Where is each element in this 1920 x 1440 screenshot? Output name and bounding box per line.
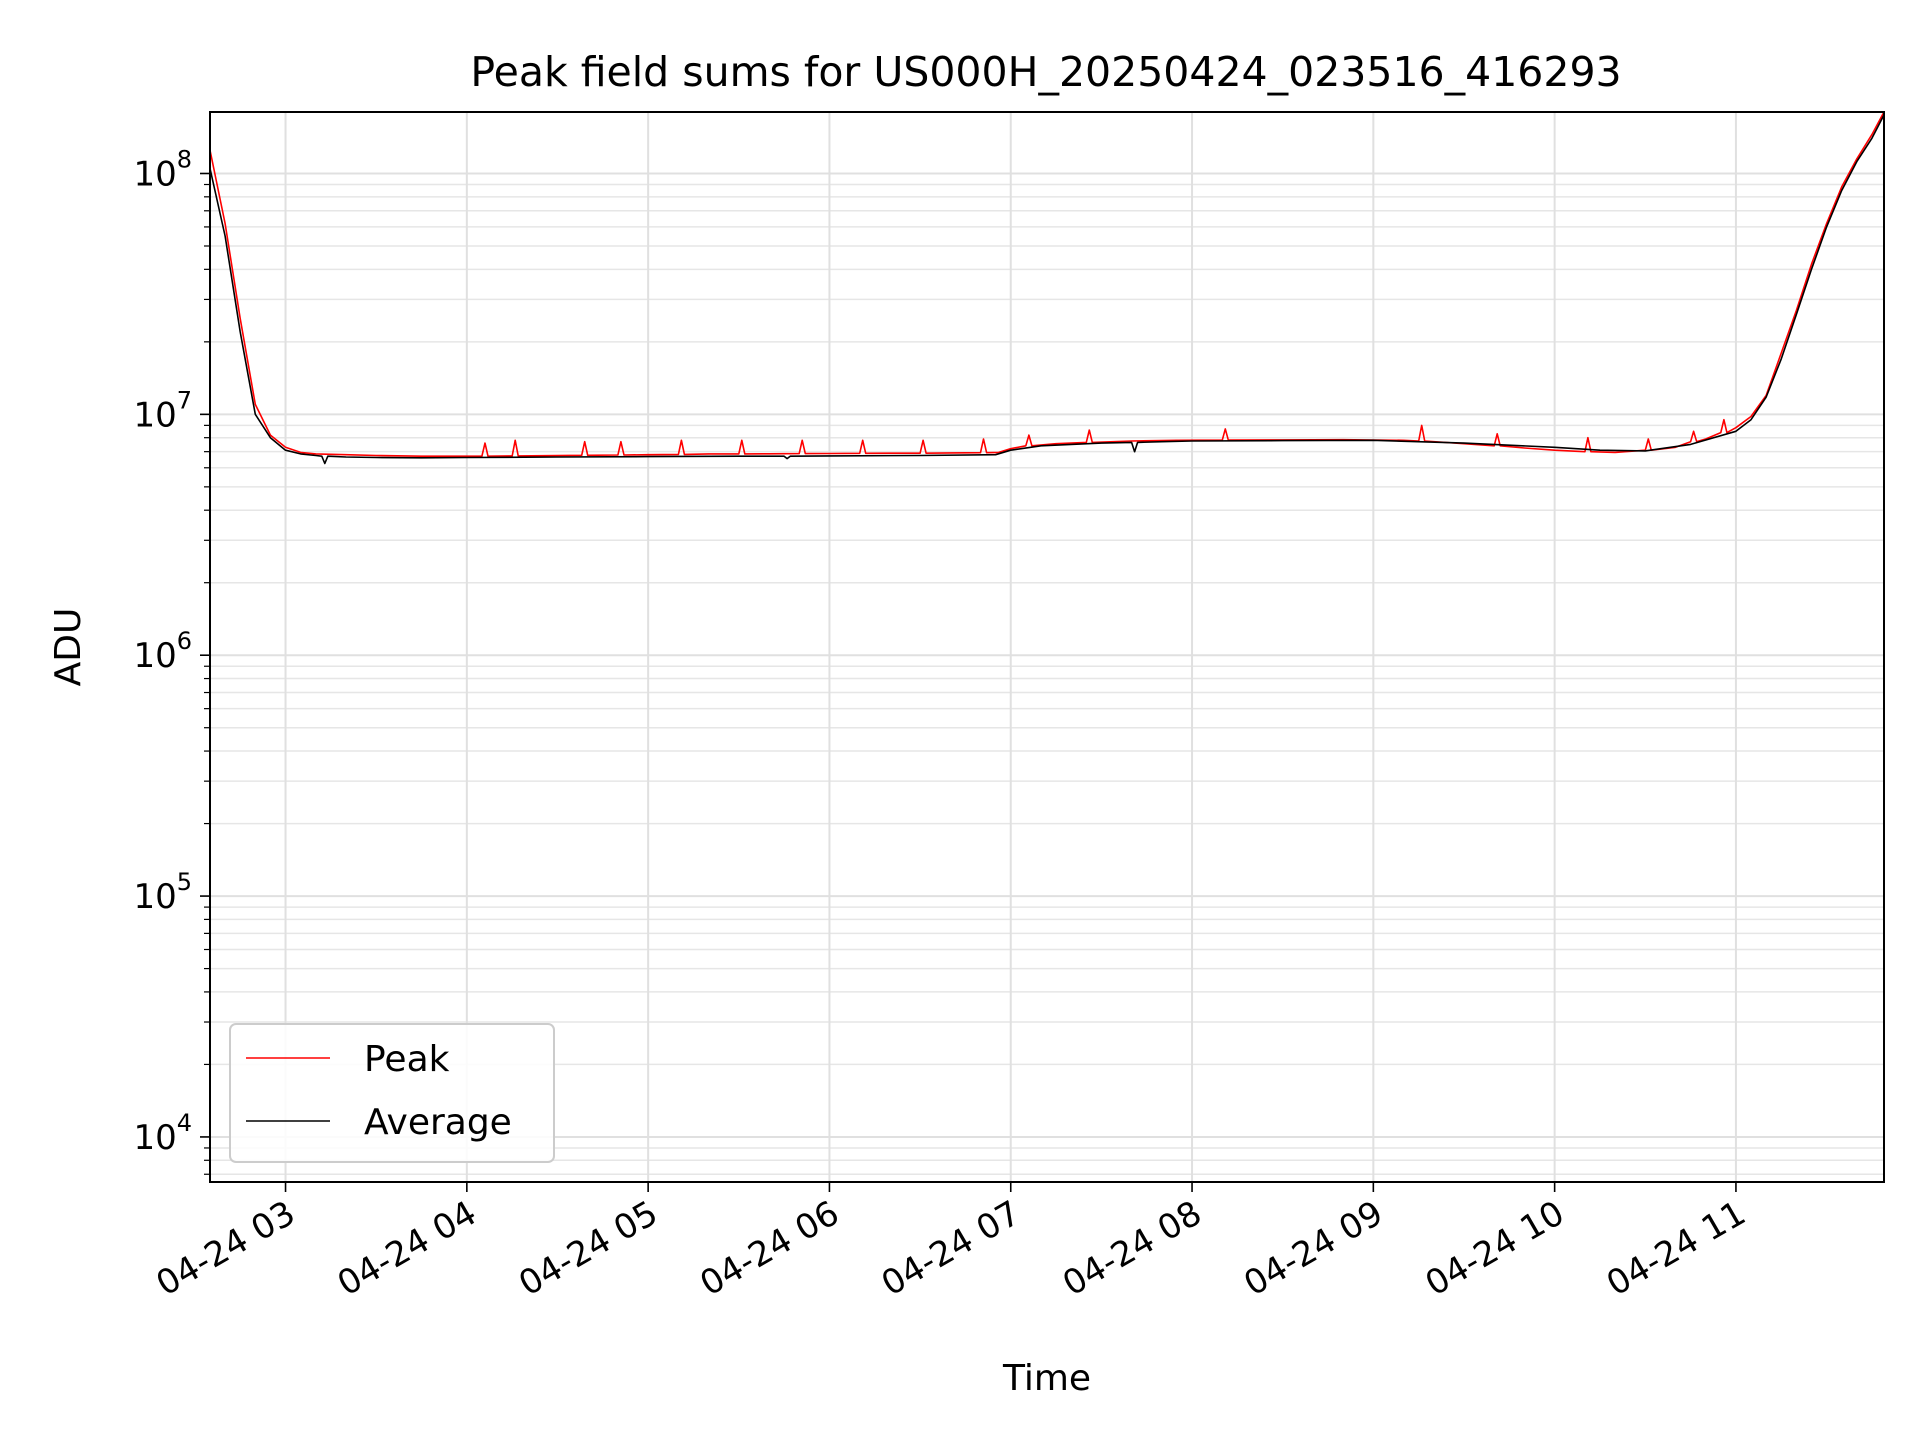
series-line-average (209, 114, 1885, 465)
y-tick-label: 107 (133, 386, 192, 435)
series-layer (209, 111, 1885, 465)
y-axis: 104 105 106 107 108 (133, 145, 210, 1175)
legend: Peak Average (229, 1023, 555, 1163)
legend-label-peak: Peak (364, 1039, 450, 1080)
y-tick-label: 104 (133, 1109, 192, 1158)
legend-label-average: Average (364, 1102, 512, 1143)
y-tick-label: 105 (133, 868, 192, 917)
plot-frame (209, 111, 1885, 1183)
y-axis-label: ADU (48, 608, 89, 687)
series-line-peak (209, 111, 1885, 458)
y-tick-label: 108 (133, 145, 192, 194)
y-tick-label: 106 (133, 627, 192, 676)
x-axis-label: Time (1002, 1358, 1091, 1399)
chart-title: Peak field sums for US000H_20250424_0235… (470, 48, 1621, 96)
